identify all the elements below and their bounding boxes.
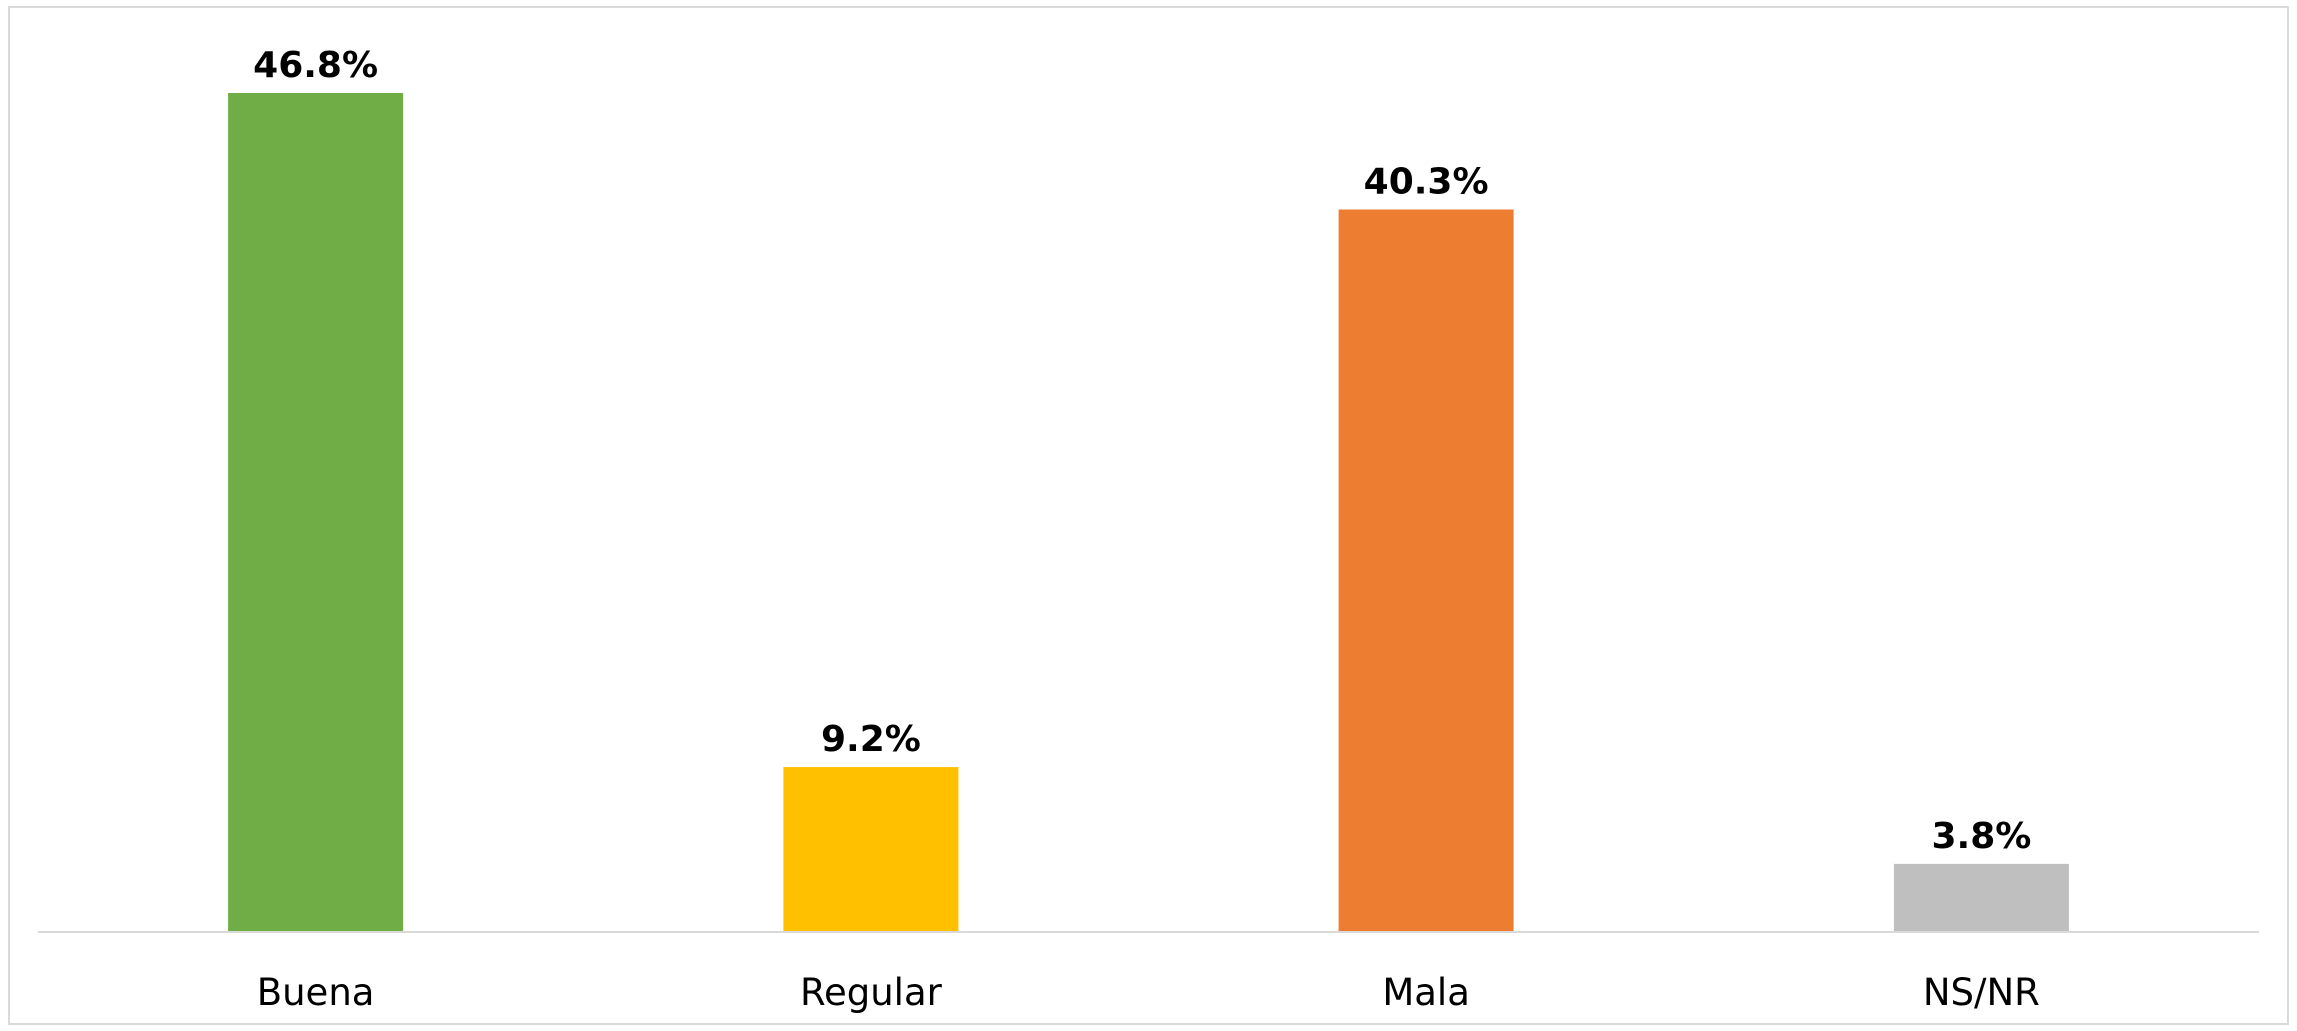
bar-ns-nr bbox=[1893, 863, 2069, 932]
bar-regular bbox=[783, 767, 959, 932]
data-label-mala: 40.3% bbox=[1364, 162, 1489, 203]
bars-group bbox=[228, 93, 2069, 932]
bar-buena bbox=[228, 93, 404, 932]
category-label-buena: Buena bbox=[257, 971, 375, 1014]
category-label-mala: Mala bbox=[1382, 971, 1470, 1014]
data-labels-group: 46.8% 9.2% 40.3% 3.8% bbox=[253, 45, 2031, 857]
data-label-regular: 9.2% bbox=[821, 719, 921, 760]
category-labels-group: Buena Regular Mala NS/NR bbox=[257, 971, 2040, 1014]
data-label-ns-nr: 3.8% bbox=[1931, 816, 2031, 857]
data-label-buena: 46.8% bbox=[253, 45, 378, 86]
category-label-ns-nr: NS/NR bbox=[1923, 971, 2040, 1014]
category-label-regular: Regular bbox=[800, 971, 943, 1014]
bar-mala bbox=[1338, 209, 1514, 932]
